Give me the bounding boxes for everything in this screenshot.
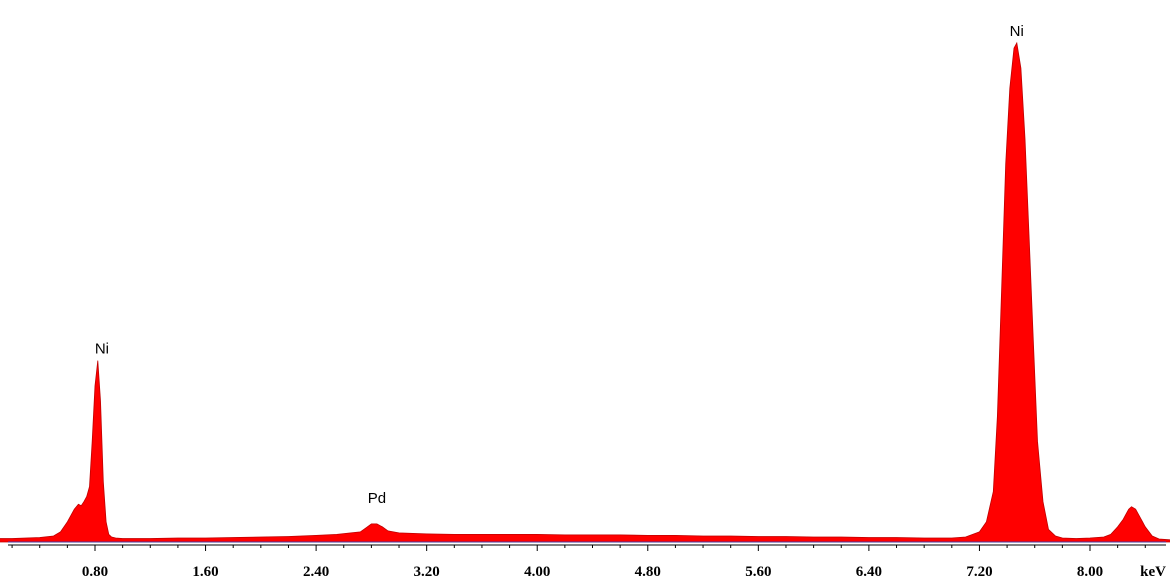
x-tick-label: 8.00 [1077, 564, 1103, 580]
x-tick-label: 4.00 [524, 564, 550, 580]
peak-label-pd: Pd [368, 490, 386, 507]
peak-label-ni: Ni [1010, 23, 1024, 40]
x-axis-unit-label: keV [1140, 564, 1166, 580]
x-tick-label: 2.40 [303, 564, 329, 580]
plot-area [0, 41, 1170, 543]
x-axis: 0.80 1.60 2.40 3.20 4.00 4.80 5.60 6.40 7.20 8.00… [8, 544, 1166, 580]
x-tick-label: 7.20 [966, 564, 992, 580]
x-tick-label: 6.40 [856, 564, 882, 580]
x-tick-label: 4.80 [635, 564, 661, 580]
x-tick-label: 1.60 [192, 564, 218, 580]
x-tick-label: 0.80 [82, 564, 108, 580]
peak-label-ni: Ni [95, 341, 109, 358]
annotation-layer: Ni Pd Ni [95, 23, 1024, 507]
x-tick-label: 5.60 [745, 564, 771, 580]
x-tick-label: 3.20 [414, 564, 440, 580]
spectrum-series-0 [0, 41, 1170, 543]
